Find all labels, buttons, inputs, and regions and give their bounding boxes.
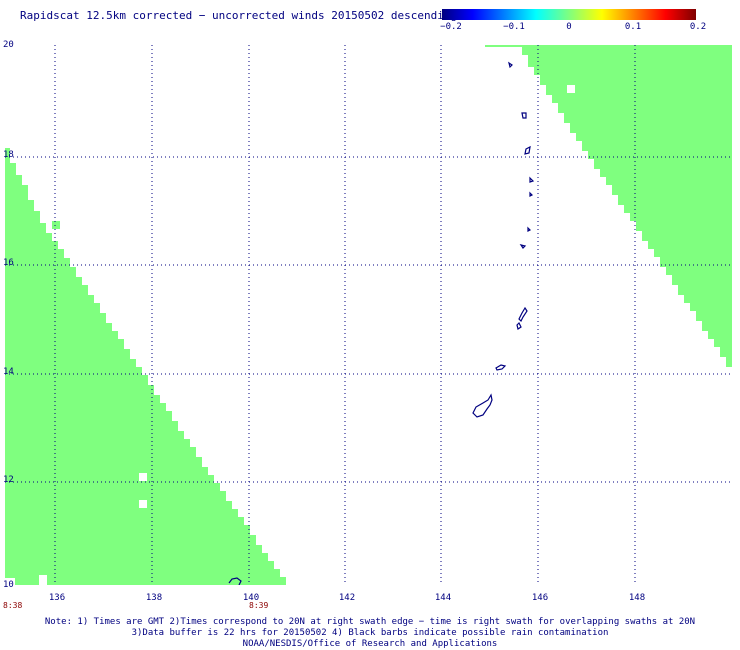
swath-time-label: 8:38 bbox=[3, 601, 23, 610]
swath-right bbox=[485, 45, 732, 367]
data-gap bbox=[5, 578, 15, 585]
lon-tick-label: 140 bbox=[242, 593, 260, 603]
lon-tick-label: 142 bbox=[338, 593, 356, 603]
lat-tick-label: 12 bbox=[3, 475, 14, 485]
data-gap bbox=[139, 473, 147, 481]
footer-notes: Note: 1) Times are GMT 2)Times correspon… bbox=[0, 617, 740, 650]
colorbar-tick: −0.2 bbox=[440, 22, 462, 32]
island-saipan bbox=[518, 306, 528, 323]
lon-tick-label: 136 bbox=[48, 593, 66, 603]
swath-time-label: 8:39 bbox=[249, 601, 269, 610]
swath-cell bbox=[52, 221, 60, 229]
data-gap bbox=[39, 575, 47, 585]
data-gap bbox=[139, 500, 147, 508]
island-southwest bbox=[228, 577, 242, 585]
colorbar-tick: 0 bbox=[566, 22, 572, 32]
note-line: Note: 1) Times are GMT 2)Times correspon… bbox=[44, 617, 696, 627]
map-title: Rapidscat 12.5km corrected − uncorrected… bbox=[20, 9, 458, 22]
lat-tick-label: 18 bbox=[3, 150, 14, 160]
lat-tick-label: 20 bbox=[3, 40, 14, 50]
lat-tick-label: 14 bbox=[3, 367, 14, 377]
note-line: NOAA/NESDIS/Office of Research and Appli… bbox=[242, 639, 498, 649]
lon-tick-label: 144 bbox=[434, 593, 452, 603]
island-guam bbox=[472, 393, 493, 418]
map-plot bbox=[5, 45, 732, 585]
lat-tick-label: 16 bbox=[3, 258, 14, 268]
note-line: 3)Data buffer is 22 hrs for 20150502 4) … bbox=[131, 628, 609, 638]
coastlines bbox=[228, 61, 535, 585]
swath-edge bbox=[455, 45, 543, 145]
lon-tick-label: 138 bbox=[145, 593, 163, 603]
island-farallon bbox=[508, 61, 513, 69]
island-anatahan bbox=[519, 244, 527, 249]
colorbar bbox=[442, 9, 696, 20]
island-pagan bbox=[524, 145, 531, 155]
island-rota bbox=[495, 364, 507, 371]
island-tinian bbox=[516, 321, 522, 330]
colorbar-tick: 0.2 bbox=[689, 22, 707, 32]
colorbar-labels: −0.2 −0.1 0 0.1 0.2 bbox=[0, 20, 740, 34]
island-alamagan bbox=[529, 176, 535, 183]
colorbar-tick: 0.1 bbox=[624, 22, 642, 32]
lon-tick-label: 146 bbox=[531, 593, 549, 603]
island-sarigan bbox=[527, 226, 532, 232]
swath-left bbox=[5, 148, 293, 585]
island-agrihan bbox=[521, 112, 527, 119]
data-gap bbox=[567, 85, 575, 93]
lon-tick-label: 148 bbox=[628, 593, 646, 603]
lat-tick-label: 10 bbox=[3, 580, 14, 590]
colorbar-tick: −0.1 bbox=[503, 22, 525, 32]
island-guguan bbox=[529, 191, 534, 197]
